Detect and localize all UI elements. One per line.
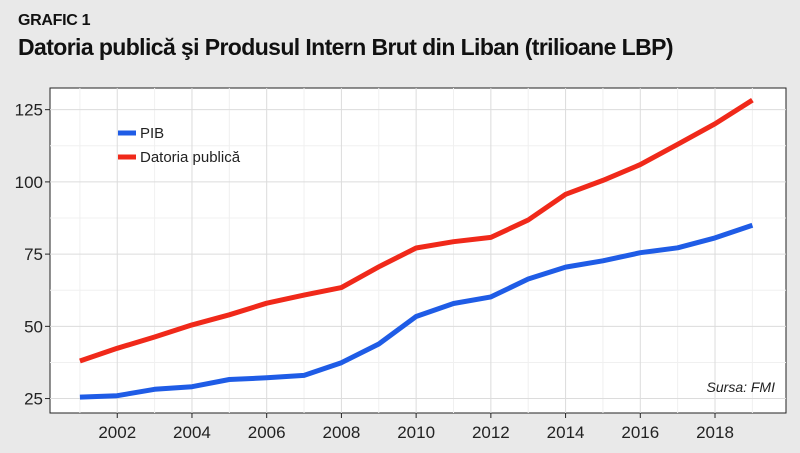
series-line-datoria-publica [79,97,754,364]
x-tick-label: 2012 [472,423,510,442]
x-tick-label: 2018 [696,423,734,442]
legend-label-pib: PIB [140,125,164,142]
x-tick-label: 2010 [397,423,435,442]
x-tick-label: 2008 [322,423,360,442]
legend-label-datoria-publica: Datoria publică [140,149,241,166]
x-tick-label: 2002 [98,423,136,442]
legend: PIB Datoria publică [118,125,241,166]
series-lines [79,97,754,400]
y-tick-label: 100 [15,173,43,192]
series-line-pib [79,222,754,400]
x-tick-label: 2016 [621,423,659,442]
y-axis: 25 50 75 100 125 [15,101,50,409]
x-tick-label: 2014 [547,423,585,442]
chart-kicker: GRAFIC 1 [18,12,91,29]
source-note: Sursa: FMI [707,379,776,395]
x-tick-label: 2004 [173,423,211,442]
y-tick-label: 50 [24,317,43,336]
y-tick-label: 75 [24,245,43,264]
y-tick-label: 125 [15,101,43,120]
x-tick-label: 2006 [248,423,286,442]
grid [50,88,786,413]
chart-title: Datoria publică şi Produsul Intern Brut … [18,34,673,60]
x-axis: 2002 2004 2006 2008 2010 2012 2014 2016 2018 [98,413,734,442]
y-tick-label: 25 [24,390,43,409]
